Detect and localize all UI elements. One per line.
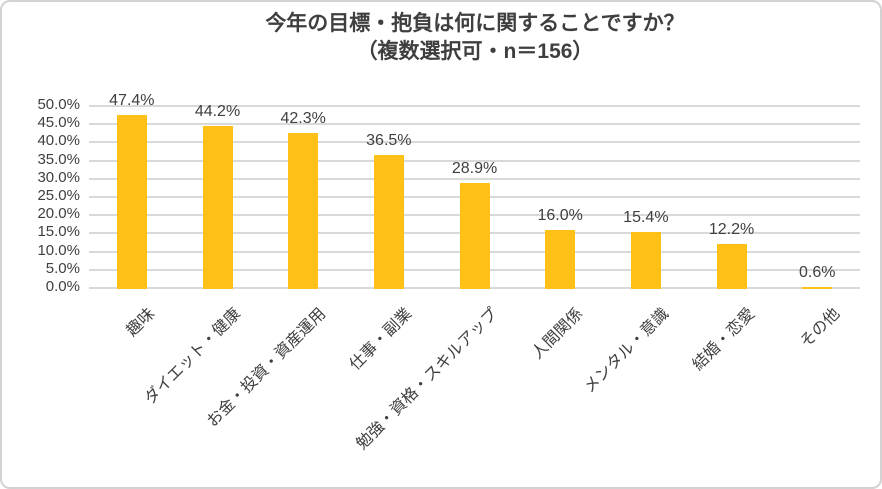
bar-value-label: 16.0% xyxy=(537,207,583,225)
y-axis: 50.0% 45.0% 40.0% 35.0% 30.0% 25.0% 20.0% 15.0%… xyxy=(14,96,80,295)
x-slot: 結婚・恋愛 xyxy=(689,289,775,484)
x-tick-label: 趣味 xyxy=(123,305,159,340)
bar xyxy=(459,182,490,289)
gridline xyxy=(89,105,860,107)
bar xyxy=(716,244,747,289)
bar-slot: 15.4% xyxy=(603,105,689,289)
chart-subtitle: （複数選択可・n＝156） xyxy=(356,40,594,63)
bar xyxy=(116,114,147,289)
y-tick-label: 35.0% xyxy=(37,150,80,168)
x-tick-label: 仕事・副業 xyxy=(346,305,416,374)
x-tick-label: 結婚・恋愛 xyxy=(689,305,758,374)
bar-value-label: 44.2% xyxy=(194,103,241,121)
bar-slot: 12.2% xyxy=(689,105,775,289)
x-tick-label: 人間関係 xyxy=(529,305,587,363)
gridline xyxy=(89,159,860,162)
bar-value-label: 15.4% xyxy=(623,209,669,227)
x-slot: メンタル・意識 xyxy=(581,289,689,484)
bar-value-label: 42.3% xyxy=(280,110,326,128)
bar-slot: 36.5% xyxy=(346,105,432,289)
chart-title: 今年の目標・抱負は何に関することですか？ xyxy=(265,12,685,35)
y-tick-label: 40.0% xyxy=(37,132,80,150)
bar xyxy=(545,230,576,289)
bar-slot: 0.6% xyxy=(774,105,860,289)
bar xyxy=(202,126,233,289)
bar xyxy=(630,232,661,289)
bar-slot: 42.3% xyxy=(260,105,346,289)
gridline xyxy=(89,141,860,144)
bar-series: 47.4% 44.2% 42.3% 36.5% 28.9% 16.0% 15.4% 12.2%… xyxy=(89,92,860,289)
bar xyxy=(802,286,833,289)
y-tick-label: 5.0% xyxy=(45,259,80,277)
y-tick-label: 30.0% xyxy=(37,168,80,186)
x-slot: 勉強・資格・スキルアップ xyxy=(353,289,518,484)
chart-area: 50.0% 45.0% 40.0% 35.0% 30.0% 25.0% 20.0% 15.0%… xyxy=(14,92,860,295)
y-tick-label: 25.0% xyxy=(37,187,80,204)
bar xyxy=(288,133,319,289)
bar-slot: 28.9% xyxy=(432,105,518,289)
bar-slot: 16.0% xyxy=(517,105,603,289)
y-tick-label: 0.0% xyxy=(45,278,80,295)
x-tick-label: その他 xyxy=(797,305,844,352)
bar xyxy=(373,154,404,289)
y-tick-label: 10.0% xyxy=(37,241,80,259)
y-tick-label: 15.0% xyxy=(37,223,80,241)
bar-value-label: 36.5% xyxy=(366,131,412,149)
gridline xyxy=(89,177,860,180)
x-axis: 趣味 ダイエット・健康 お金・投資・資産運用 仕事・副業 勉強・資格・スキルアップ 人間関… xyxy=(89,289,860,484)
x-slot: お金・投資・資産運用 xyxy=(204,289,346,484)
y-tick-label: 50.0% xyxy=(37,96,80,113)
bar-value-label: 28.9% xyxy=(451,159,498,177)
y-tick-label: 20.0% xyxy=(37,205,80,223)
bar-value-label: 12.2% xyxy=(708,221,755,239)
bar-slot: 47.4% xyxy=(89,92,175,289)
bar-slot: 44.2% xyxy=(175,103,261,289)
bar-value-label: 0.6% xyxy=(798,263,836,281)
bar-value-label: 47.4% xyxy=(109,91,155,109)
y-tick-label: 45.0% xyxy=(37,114,80,132)
gridline xyxy=(89,123,860,126)
chart-title-block: 今年の目標・抱負は何に関することですか？ （複数選択可・n＝156） xyxy=(90,10,860,66)
x-slot: その他 xyxy=(774,289,860,484)
plot-area: 47.4% 44.2% 42.3% 36.5% 28.9% 16.0% 15.4% 12.2%… xyxy=(89,92,860,289)
